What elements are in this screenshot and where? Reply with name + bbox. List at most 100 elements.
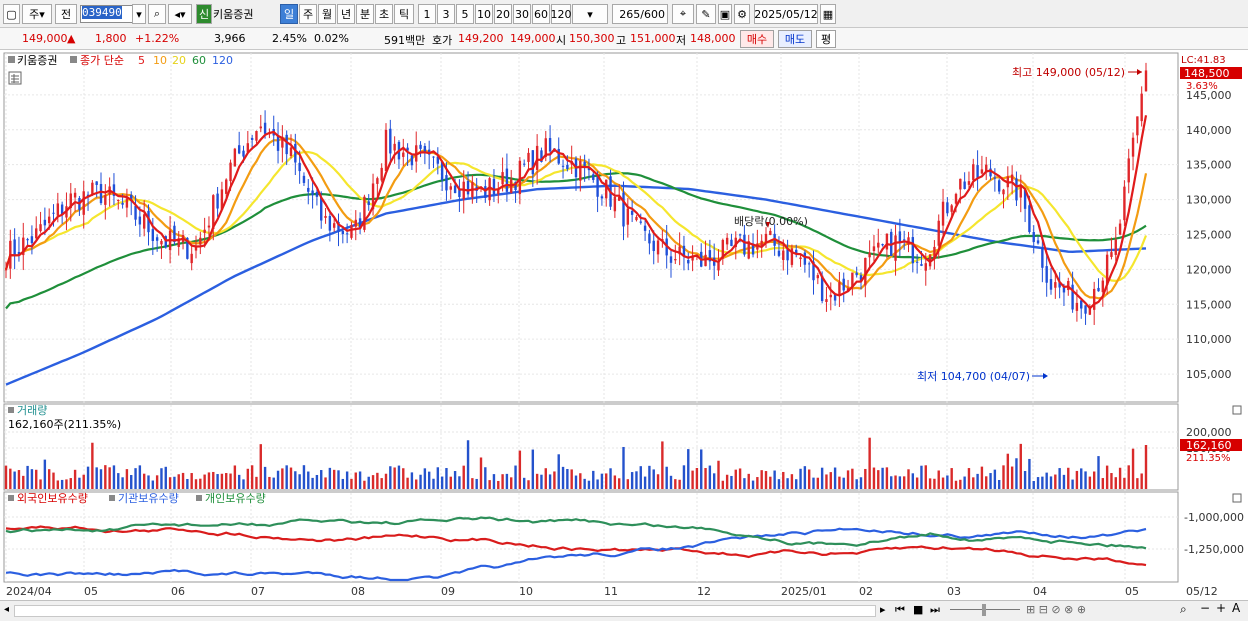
- candle-body: [738, 234, 742, 236]
- credit-badge: 신: [196, 4, 212, 24]
- volume-bar: [777, 479, 781, 489]
- save-icon[interactable]: ▣: [718, 4, 732, 24]
- candle-body: [130, 194, 133, 202]
- mode-select[interactable]: 주 ▾: [22, 4, 52, 24]
- interval-1[interactable]: 1: [418, 4, 436, 24]
- tab-year[interactable]: 년: [337, 4, 355, 24]
- volume-close-icon[interactable]: [1232, 405, 1242, 415]
- open-price: 150,300: [569, 32, 615, 45]
- tab-week[interactable]: 주: [299, 4, 317, 24]
- stop-icon[interactable]: ■: [913, 603, 924, 616]
- speaker-icon[interactable]: ◂▾: [168, 4, 192, 24]
- interval-10[interactable]: 10: [475, 4, 493, 24]
- ask-label: 호가: [432, 34, 453, 47]
- volume-bar: [1032, 480, 1035, 489]
- forward-icon[interactable]: ⏭: [930, 603, 940, 616]
- stock-code-input[interactable]: 039490: [80, 5, 142, 23]
- candle-body: [207, 225, 211, 228]
- settings-icon[interactable]: ⚙: [734, 4, 750, 24]
- draw-tools-icon[interactable]: ✎: [696, 4, 716, 24]
- volume-bar: [669, 475, 673, 489]
- volume-bar: [1067, 467, 1070, 489]
- candle-body: [22, 237, 25, 256]
- volume-bar: [1023, 470, 1027, 489]
- holding-close-icon[interactable]: [1232, 493, 1242, 503]
- plus-icon[interactable]: +: [1216, 601, 1227, 615]
- zoom-icon[interactable]: ⌕: [1180, 602, 1187, 616]
- interval-120[interactable]: 120: [551, 4, 572, 24]
- volume-bar: [91, 442, 94, 489]
- rewind-icon[interactable]: ⏮: [895, 603, 905, 616]
- crosshair-icon[interactable]: ⌖: [672, 4, 694, 24]
- code-dropdown-icon[interactable]: ▾: [132, 4, 146, 24]
- window-icon[interactable]: ▢: [3, 4, 20, 24]
- volume-bar: [458, 476, 461, 489]
- volume-bar: [1058, 468, 1061, 489]
- volume-bar: [687, 449, 690, 489]
- candle-body: [1123, 186, 1126, 221]
- candle-body: [721, 239, 725, 259]
- calendar-icon[interactable]: ▦: [820, 4, 836, 24]
- volume-bar: [177, 474, 180, 489]
- candle-body: [56, 203, 60, 216]
- sell-button[interactable]: 매도: [778, 30, 812, 48]
- candle-body: [583, 161, 586, 167]
- tool-icons[interactable]: ⊞ ⊟ ⊘ ⊗ ⊕: [1026, 603, 1087, 616]
- candle-body: [289, 147, 293, 156]
- tab-minute[interactable]: 분: [356, 4, 374, 24]
- legend-institution: 기관보유수량: [118, 492, 179, 505]
- interval-dropdown[interactable]: ▾: [572, 4, 608, 24]
- buy-button[interactable]: 매수: [740, 30, 774, 48]
- candle-body: [959, 178, 962, 190]
- text-icon[interactable]: A: [1232, 601, 1241, 615]
- volume-bar: [479, 457, 483, 489]
- date-input[interactable]: 2025/05/12: [754, 4, 818, 24]
- volume-bar: [600, 473, 604, 489]
- tab-month[interactable]: 월: [318, 4, 336, 24]
- volume-bar: [497, 480, 500, 489]
- volume-bar: [453, 471, 457, 489]
- scroll-left-icon[interactable]: ◂: [4, 604, 10, 615]
- tab-day[interactable]: 일: [280, 4, 298, 24]
- play-icon[interactable]: ▸: [880, 603, 886, 616]
- stock-code-value: 039490: [82, 6, 122, 19]
- volume-bar: [492, 474, 496, 489]
- zoom-slider-handle[interactable]: [982, 604, 986, 616]
- candle-body: [4, 269, 8, 271]
- candle-body: [1032, 232, 1035, 242]
- volume-bar: [294, 471, 297, 489]
- interval-20[interactable]: 20: [494, 4, 512, 24]
- table-icon[interactable]: [8, 71, 22, 85]
- x-tick-label: 05: [84, 585, 98, 598]
- tab-tick[interactable]: 틱: [394, 4, 414, 24]
- search-icon[interactable]: ⌕: [148, 4, 166, 24]
- candle-body: [190, 253, 193, 264]
- candle-body: [682, 245, 686, 257]
- volume-bar: [440, 476, 444, 489]
- candle-body: [544, 138, 547, 157]
- candle-body: [807, 263, 811, 265]
- minus-icon[interactable]: −: [1200, 601, 1211, 615]
- interval-3[interactable]: 3: [437, 4, 455, 24]
- volume-bar: [237, 474, 241, 489]
- candle-body: [43, 219, 47, 226]
- volume-bar: [246, 468, 250, 489]
- avg-button[interactable]: 평: [816, 30, 836, 48]
- prev-button[interactable]: 전: [55, 4, 77, 24]
- x-tick-label: 2024/04: [6, 585, 52, 598]
- count-input[interactable]: 265/600: [612, 4, 668, 24]
- candle-body: [453, 185, 457, 194]
- volume-bar: [967, 468, 971, 489]
- interval-5[interactable]: 5: [456, 4, 474, 24]
- interval-30[interactable]: 30: [513, 4, 531, 24]
- table-icon-lines: [11, 74, 19, 83]
- candle-body: [725, 237, 729, 245]
- tab-second[interactable]: 초: [375, 4, 393, 24]
- volume-bar: [510, 477, 513, 489]
- volume-bar: [907, 469, 910, 489]
- horizontal-scrollbar[interactable]: ◂ ▸ ⏮ ■ ⏭ ⊞ ⊟ ⊘ ⊗ ⊕ ⌕ − + A: [0, 600, 1248, 621]
- volume-bar: [704, 468, 707, 489]
- scroll-track[interactable]: [14, 605, 876, 617]
- volume-bar: [587, 480, 591, 489]
- interval-60[interactable]: 60: [532, 4, 550, 24]
